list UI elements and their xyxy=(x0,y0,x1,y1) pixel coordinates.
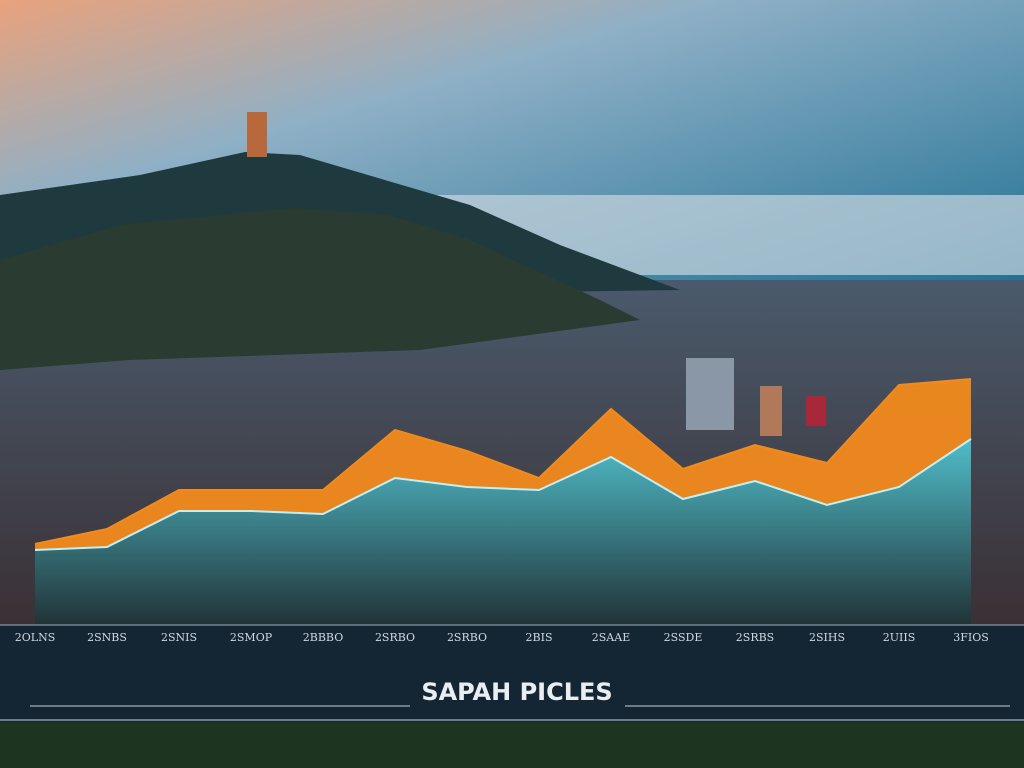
x-tick-label: 2SIHS xyxy=(809,631,845,644)
x-tick-label: 2BIS xyxy=(526,631,553,644)
line xyxy=(34,438,972,551)
buildings xyxy=(686,358,826,436)
x-tick-label: 3FIOS xyxy=(953,631,989,644)
x-tick-label: 2OLNS xyxy=(15,631,55,644)
x-tick-label: 2SAAE xyxy=(592,631,630,644)
x-tick-label: 2BBBO xyxy=(303,631,343,644)
x-tick-label: 2UIIS xyxy=(883,631,916,644)
x-tick-label: 2SRBS xyxy=(736,631,774,644)
x-tick-label: 2SNBS xyxy=(87,631,127,644)
axis-band xyxy=(0,625,1024,725)
near-mountain xyxy=(0,208,640,370)
x-tick-label: 2SMOP xyxy=(230,631,273,644)
trees xyxy=(0,722,1024,768)
chart-title: SAPAH PICLES xyxy=(421,678,612,706)
x-tick-label: 2SNIS xyxy=(161,631,197,644)
plot xyxy=(34,378,972,625)
tower xyxy=(247,112,267,157)
x-tick-label: 2SRBO xyxy=(447,631,487,644)
x-tick-label: 2SSDE xyxy=(664,631,703,644)
x-tick-label: 2SRBO xyxy=(375,631,415,644)
line xyxy=(34,378,972,545)
